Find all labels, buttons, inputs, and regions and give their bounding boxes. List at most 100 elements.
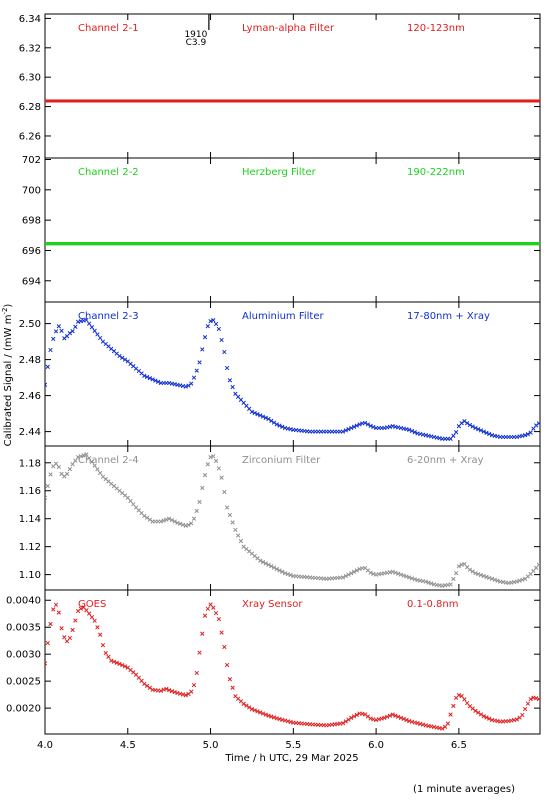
data-point (200, 485, 205, 491)
data-point (153, 378, 158, 383)
data-point (191, 516, 197, 521)
series-markers (45, 317, 540, 441)
data-point (536, 562, 540, 567)
data-point (365, 422, 370, 427)
data-point (224, 662, 230, 668)
band-label: 17-80nm + Xray (407, 311, 490, 322)
data-point (222, 644, 227, 650)
data-point (216, 616, 221, 622)
x-axis-label: Time / h UTC, 29 Mar 2025 (224, 753, 358, 764)
data-point (390, 569, 395, 574)
y-tick-label: 0.0025 (6, 677, 41, 688)
data-point (64, 471, 70, 477)
data-point (412, 577, 417, 582)
series-markers (45, 99, 540, 103)
filter-label: Lyman-alpha Filter (242, 23, 335, 34)
data-point (128, 498, 133, 504)
data-point (396, 714, 401, 719)
data-point (525, 432, 531, 437)
data-point (158, 519, 164, 524)
data-point (117, 353, 122, 359)
data-point (45, 495, 48, 500)
data-point (274, 566, 279, 572)
data-point (191, 375, 197, 380)
data-point (161, 518, 166, 523)
data-point (59, 626, 64, 631)
data-point (200, 347, 205, 352)
data-point (365, 714, 370, 719)
data-point (224, 365, 230, 371)
band-label: 190-222nm (407, 167, 465, 178)
data-point (263, 712, 268, 717)
data-point (167, 687, 172, 693)
data-point (120, 662, 125, 668)
data-point (462, 697, 467, 702)
data-point (269, 714, 274, 719)
data-point (445, 721, 450, 726)
data-point (398, 715, 404, 720)
data-point (484, 715, 489, 720)
data-point (111, 659, 117, 664)
data-point (180, 522, 186, 527)
data-point (224, 505, 230, 510)
y-tick-label: 2.48 (19, 355, 41, 366)
data-point (144, 683, 150, 688)
data-point (459, 421, 464, 426)
panel-frame (44, 589, 541, 735)
data-point (213, 321, 219, 327)
data-point (70, 627, 75, 633)
data-point (155, 379, 161, 384)
data-point (362, 712, 368, 717)
data-point (412, 430, 417, 435)
data-point (175, 520, 180, 526)
data-point (48, 621, 53, 627)
data-point (53, 602, 59, 607)
data-point (489, 576, 495, 581)
data-point (487, 575, 492, 581)
data-point (194, 508, 199, 514)
data-point (120, 355, 125, 360)
filter-label: Herzberg Filter (242, 167, 317, 178)
data-point (216, 326, 221, 332)
data-point (92, 618, 97, 623)
panel-1: 6.26 6.28 6.30 6.32 6.34 Channel 2-1 Lyman-alp… (19, 13, 541, 159)
data-point (343, 719, 348, 724)
data-point (266, 562, 271, 567)
data-point (522, 706, 528, 712)
y-tick-label: 2.44 (19, 427, 41, 438)
data-point (470, 569, 475, 574)
data-point (473, 708, 478, 713)
data-point (266, 416, 271, 422)
data-point (349, 425, 354, 431)
data-point (349, 571, 354, 576)
y-tick-label: 6.32 (19, 43, 41, 54)
data-point (349, 715, 354, 720)
data-point (205, 606, 210, 611)
data-point (465, 421, 470, 426)
data-point (95, 625, 100, 630)
y-axis-label-superscript: -2 (1, 308, 9, 315)
data-point (183, 384, 188, 389)
y-tick-label: 700 (22, 185, 41, 196)
data-point (213, 610, 219, 616)
data-point (89, 459, 95, 464)
channel-label: Channel 2-4 (78, 455, 139, 466)
y-tick-label: 702 (22, 155, 41, 166)
data-point (211, 605, 216, 610)
data-point (340, 575, 346, 580)
data-point (211, 454, 216, 459)
y-tick-label: 0.0030 (6, 650, 41, 661)
data-point (197, 499, 202, 505)
data-point (158, 688, 164, 694)
data-point (106, 654, 111, 659)
data-point (351, 424, 357, 429)
data-point (208, 455, 213, 460)
data-point (51, 336, 56, 342)
data-point (481, 573, 486, 579)
data-point (343, 428, 348, 433)
data-point (100, 643, 106, 648)
data-point (142, 681, 147, 686)
data-point (484, 430, 489, 435)
channel-label: Channel 2-3 (78, 311, 139, 322)
data-point (528, 430, 533, 435)
